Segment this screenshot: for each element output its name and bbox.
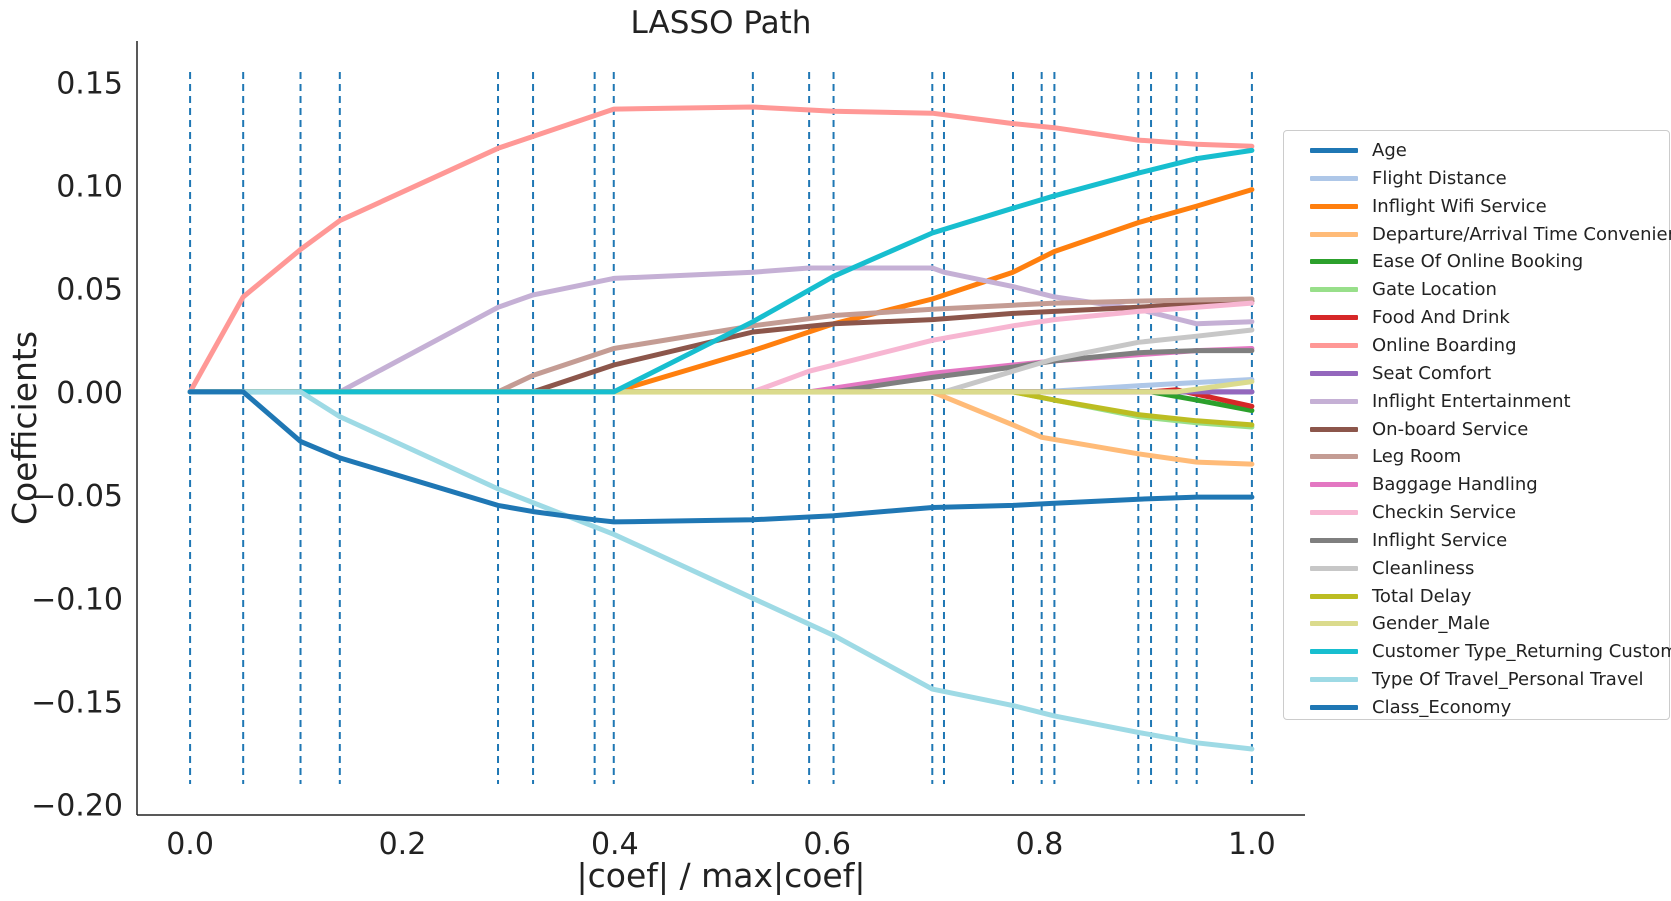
legend-swatch (1310, 370, 1358, 376)
legend-swatch (1310, 287, 1358, 293)
series-lines (187, 104, 1255, 752)
legend-swatch (1310, 175, 1358, 181)
legend-swatch (1310, 649, 1358, 655)
legend-label: Type Of Travel_Personal Travel (1372, 669, 1644, 691)
legend-item: Baggage Handling (1284, 473, 1669, 497)
legend-label: On-board Service (1372, 418, 1529, 440)
legend-item: Customer Type_Returning Customer (1284, 640, 1671, 664)
legend-item: Inflight Wifi Service (1284, 195, 1669, 219)
legend-item: Ease Of Online Booking (1284, 250, 1669, 274)
legend-item: Checkin Service (1284, 501, 1669, 525)
legend-swatch (1310, 565, 1358, 571)
legend-label: Baggage Handling (1372, 474, 1538, 496)
legend-item: Gate Location (1284, 278, 1669, 302)
legend-swatch (1310, 677, 1358, 683)
legend-label: Age (1372, 140, 1407, 161)
series-line-19 (187, 389, 1255, 752)
legend-item: Age (1284, 139, 1669, 163)
legend-item: Inflight Service (1284, 529, 1669, 553)
x-axis-label: |coef| / max|coef| (577, 856, 866, 895)
legend-label: Cleanliness (1372, 557, 1475, 579)
legend-label: Checkin Service (1372, 502, 1517, 524)
y-tick-label: −0.15 (31, 685, 123, 720)
series-line-3 (187, 389, 1255, 467)
y-tick-label: 0.00 (56, 376, 123, 411)
series-line-10 (187, 298, 1255, 395)
legend-item: Departure/Arrival Time Convenience (1284, 223, 1671, 247)
legend-swatch (1310, 454, 1358, 460)
legend-label: Ease Of Online Booking (1372, 251, 1584, 273)
legend-swatch (1310, 148, 1358, 153)
legend-swatch (1310, 537, 1358, 543)
chart-title: LASSO Path (631, 5, 812, 41)
legend-label: Inflight Entertainment (1372, 390, 1571, 412)
series-line-9 (187, 265, 1255, 395)
x-tick-label: 0.2 (379, 827, 427, 862)
legend-label: Class_Economy (1372, 697, 1512, 718)
legend-item: Cleanliness (1284, 557, 1669, 581)
legend-label: Flight Distance (1372, 167, 1507, 189)
legend-label: Total Delay (1372, 585, 1472, 607)
legend-swatch (1310, 259, 1358, 265)
legend-label: Food And Drink (1372, 307, 1510, 329)
legend-swatch (1310, 203, 1358, 209)
legend-swatch (1310, 231, 1358, 237)
x-tick-labels: 0.0 0.2 0.4 0.6 0.8 1.0 (166, 827, 1276, 862)
legend: Age Flight Distance Inflight Wifi Service D… (1283, 130, 1671, 720)
y-tick-labels: 0.15 0.10 0.05 0.00 −0.05 −0.10 −0.15 −0.20 (31, 66, 123, 823)
series-line-13 (187, 300, 1255, 395)
axes (136, 41, 1305, 816)
legend-swatch (1310, 593, 1358, 599)
series-line-11 (187, 296, 1255, 395)
legend-item: Flight Distance (1284, 167, 1669, 191)
legend-item: Online Boarding (1284, 334, 1669, 358)
x-tick-label: 0.8 (1016, 827, 1064, 862)
series-line-7 (187, 104, 1255, 395)
legend-label: Inflight Wifi Service (1372, 195, 1547, 217)
x-tick-label: 0.6 (803, 827, 851, 862)
legend-label: Gate Location (1372, 279, 1497, 301)
y-tick-label: −0.10 (31, 582, 123, 617)
y-tick-label: −0.05 (31, 479, 123, 514)
x-tick-label: 0.0 (166, 827, 214, 862)
legend-swatch (1310, 510, 1358, 516)
legend-swatch (1310, 426, 1358, 432)
legend-swatch (1310, 398, 1358, 404)
legend-label: Leg Room (1372, 446, 1462, 468)
series-line-2 (187, 187, 1255, 395)
legend-swatch (1310, 705, 1358, 710)
legend-swatch (1310, 621, 1358, 627)
legend-swatch (1310, 342, 1358, 348)
x-tick-label: 0.4 (591, 827, 639, 862)
legend-item: Total Delay (1284, 585, 1669, 609)
knot-lines (189, 71, 1253, 785)
legend-item: Food And Drink (1284, 306, 1669, 330)
legend-label: Gender_Male (1372, 613, 1490, 635)
legend-item: Seat Comfort (1284, 362, 1669, 386)
legend-label: Customer Type_Returning Customer (1372, 641, 1671, 663)
x-tick-label: 1.0 (1228, 827, 1276, 862)
y-tick-label: 0.10 (56, 169, 123, 204)
legend-swatch (1310, 315, 1358, 321)
legend-label: Inflight Service (1372, 529, 1508, 551)
legend-label: Online Boarding (1372, 334, 1517, 356)
y-tick-label: −0.20 (31, 789, 123, 824)
series-line-20 (187, 389, 1255, 525)
y-axis-label: Coefficients (5, 331, 44, 525)
series-line-18 (187, 147, 1255, 395)
legend-item: Gender_Male (1284, 612, 1669, 636)
legend-item: Inflight Entertainment (1284, 390, 1669, 414)
legend-label: Departure/Arrival Time Convenience (1372, 223, 1671, 245)
legend-swatch (1310, 482, 1358, 488)
legend-item: Class_Economy (1284, 696, 1669, 720)
y-tick-label: 0.15 (56, 66, 123, 101)
y-tick-label: 0.05 (56, 273, 123, 308)
legend-item: On-board Service (1284, 418, 1669, 442)
legend-item: Leg Room (1284, 445, 1669, 469)
legend-item: Type Of Travel_Personal Travel (1284, 668, 1669, 692)
legend-label: Seat Comfort (1372, 362, 1492, 384)
